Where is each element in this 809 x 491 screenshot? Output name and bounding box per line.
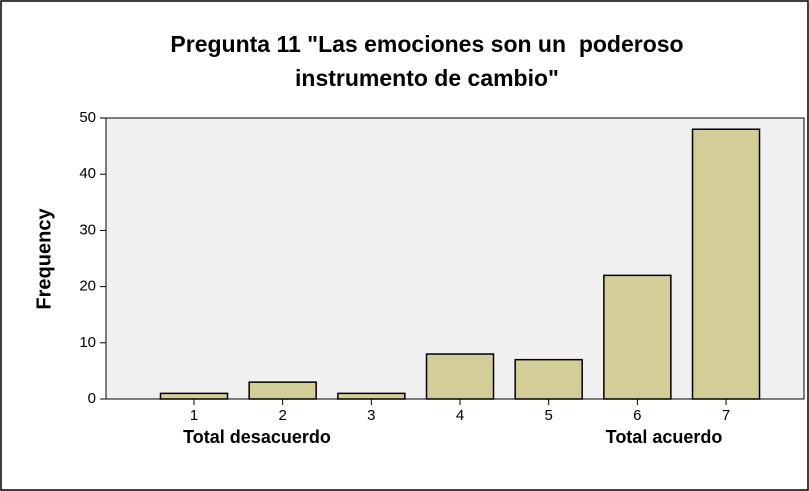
x-tick-label: 5 [545,407,553,424]
y-tick-label: 0 [88,390,96,407]
y-tick-label: 10 [79,334,96,351]
y-tick-label: 50 [79,109,96,126]
y-tick-label: 20 [79,278,96,295]
annotation: Total acuerdo [606,427,723,447]
x-tick-label: 6 [633,407,641,424]
bar [691,128,761,400]
bar [514,358,583,400]
plot-area [105,117,805,400]
bar [337,392,406,400]
y-axis-label: Frequency [33,208,55,310]
x-tick-label: 4 [456,407,464,424]
x-tick-label: 2 [278,407,286,424]
y-tick-label: 30 [79,221,96,238]
bar [425,353,495,400]
x-tick-label: 7 [722,407,730,424]
bar [603,274,672,400]
x-tick-label: 3 [367,407,375,424]
annotation: Total desacuerdo [183,427,331,447]
chart-title: Pregunta 11 "Las emociones son un podero… [170,31,683,57]
y-tick-label: 40 [79,165,96,182]
bar [159,392,229,400]
x-tick-label: 1 [190,407,198,424]
bar [248,381,317,400]
chart-title: instrumento de cambio" [295,65,559,91]
